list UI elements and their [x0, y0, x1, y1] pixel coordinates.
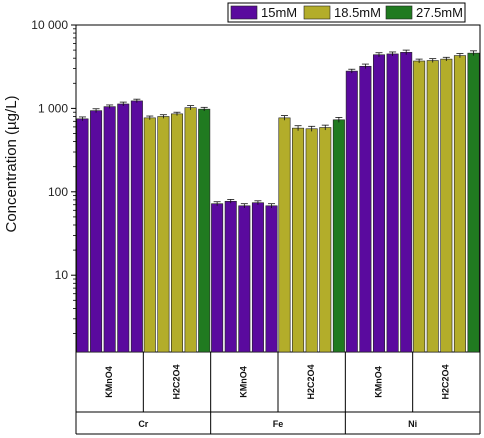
legend-label: 15mM	[261, 5, 297, 20]
bar	[319, 127, 332, 353]
reagent-label: H2C2O4	[306, 364, 316, 399]
bar	[103, 106, 116, 353]
bar	[292, 127, 305, 353]
bar	[359, 65, 372, 353]
bar	[372, 54, 385, 353]
legend-label: 18.5mM	[334, 5, 381, 20]
bar	[143, 117, 156, 353]
bar	[130, 100, 143, 353]
bar	[265, 205, 278, 353]
bar	[305, 128, 318, 353]
metal-label: Cr	[138, 419, 148, 429]
bar	[467, 52, 480, 353]
bar	[90, 110, 103, 353]
reagent-label: KMnO4	[373, 366, 383, 398]
bar	[278, 117, 291, 353]
bar	[117, 103, 130, 353]
bar	[386, 53, 399, 353]
bar	[345, 70, 358, 353]
metal-label: Ni	[408, 419, 417, 429]
bar	[400, 52, 413, 353]
metal-label: Fe	[273, 419, 284, 429]
legend-swatch	[303, 5, 331, 20]
bar	[453, 55, 466, 353]
y-tick-label: 10 000	[31, 18, 68, 32]
reagent-label: H2C2O4	[171, 364, 181, 399]
legend-swatch	[385, 5, 413, 20]
bar	[211, 203, 224, 353]
legend-label: 27.5mM	[416, 5, 463, 20]
reagent-label: KMnO4	[239, 366, 249, 398]
bar	[332, 119, 345, 353]
reagent-label: H2C2O4	[441, 364, 451, 399]
y-tick-label: 1 000	[38, 101, 68, 115]
bar	[238, 205, 251, 353]
reagent-label: KMnO4	[104, 366, 114, 398]
bar	[198, 108, 211, 353]
bar	[184, 107, 197, 353]
bar	[426, 60, 439, 353]
bar	[157, 116, 170, 353]
bar	[440, 58, 453, 353]
y-tick-label: 10	[55, 268, 69, 282]
legend: 15mM 18.5mM 27.5mM	[227, 2, 466, 23]
legend-swatch	[230, 5, 258, 20]
bar	[224, 200, 237, 353]
bar	[251, 202, 264, 353]
bar	[171, 113, 184, 353]
bar	[413, 60, 426, 353]
y-tick-label: 100	[48, 185, 68, 199]
plot-area: 10 100 1 000 10 000 KMnO4 H2C2O4 Cr KMnO4 H2C2O4…	[31, 18, 481, 435]
y-axis-title: Concentration (µg/L)	[3, 95, 20, 232]
bar	[76, 118, 89, 353]
